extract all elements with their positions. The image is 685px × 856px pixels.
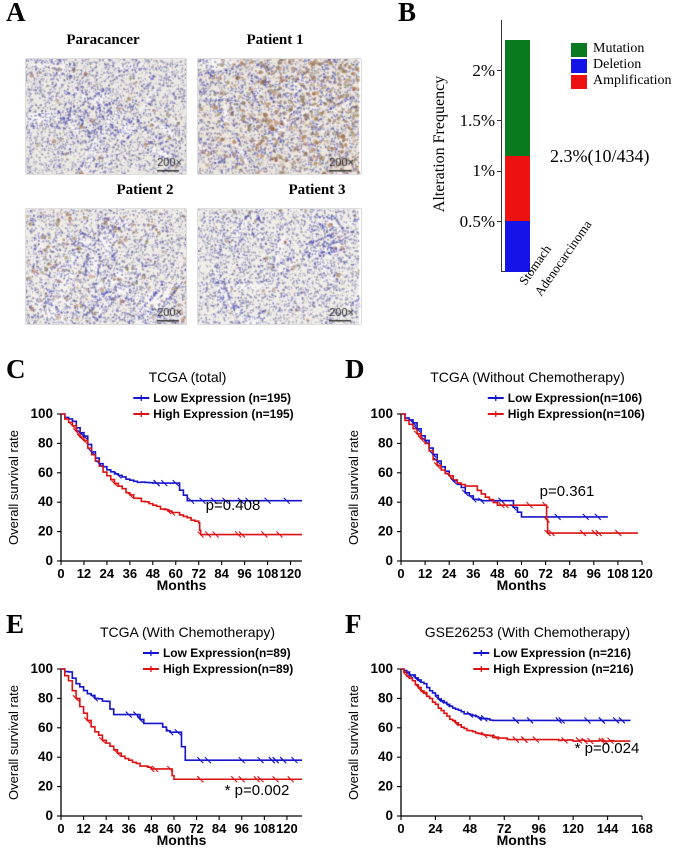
svg-text:TCGA (With Chemotherapy): TCGA (With Chemotherapy) xyxy=(100,624,275,640)
svg-text:12: 12 xyxy=(76,821,90,836)
svg-text:168: 168 xyxy=(631,821,653,836)
svg-text:108: 108 xyxy=(257,566,279,581)
svg-text:144: 144 xyxy=(597,821,619,836)
svg-text:0: 0 xyxy=(397,566,404,581)
svg-text:100: 100 xyxy=(370,661,393,676)
svg-text:Months: Months xyxy=(157,832,207,847)
svg-text:40: 40 xyxy=(38,494,53,509)
svg-text:24: 24 xyxy=(100,566,115,581)
svg-text:100: 100 xyxy=(30,406,53,421)
svg-text:36: 36 xyxy=(466,566,480,581)
svg-text:20: 20 xyxy=(38,524,53,539)
svg-text:20: 20 xyxy=(378,779,393,794)
svg-text:0: 0 xyxy=(385,553,393,568)
svg-text:Months: Months xyxy=(497,832,547,847)
svg-text:60: 60 xyxy=(378,465,393,480)
svg-text:120: 120 xyxy=(280,566,302,581)
svg-text:96: 96 xyxy=(237,566,251,581)
svg-text:84: 84 xyxy=(562,566,577,581)
svg-text:108: 108 xyxy=(607,566,629,581)
svg-text:80: 80 xyxy=(378,690,393,705)
svg-text:96: 96 xyxy=(235,821,249,836)
svg-text:60: 60 xyxy=(38,465,53,480)
svg-text:80: 80 xyxy=(378,435,393,450)
svg-text:20: 20 xyxy=(38,779,53,794)
svg-text:84: 84 xyxy=(214,566,229,581)
svg-text:40: 40 xyxy=(38,749,53,764)
svg-text:120: 120 xyxy=(276,821,298,836)
svg-text:60: 60 xyxy=(378,720,393,735)
svg-text:96: 96 xyxy=(587,566,601,581)
svg-text:High Expression (n=195): High Expression (n=195) xyxy=(153,407,293,421)
svg-text:High Expression(n=106): High Expression(n=106) xyxy=(508,407,645,421)
svg-text:100: 100 xyxy=(370,406,393,421)
svg-text:* p=0.002: * p=0.002 xyxy=(225,782,290,799)
svg-text:0: 0 xyxy=(45,553,53,568)
svg-text:12: 12 xyxy=(77,566,91,581)
svg-text:0: 0 xyxy=(397,821,404,836)
svg-text:Months: Months xyxy=(497,577,547,592)
svg-text:24: 24 xyxy=(442,566,457,581)
svg-text:Low Expression (n=195): Low Expression (n=195) xyxy=(153,391,291,405)
svg-text:Overall survival rate: Overall survival rate xyxy=(346,685,361,800)
svg-text:60: 60 xyxy=(38,720,53,735)
svg-text:Overall survival rate: Overall survival rate xyxy=(6,430,21,545)
svg-text:TCGA (total): TCGA (total) xyxy=(149,369,227,385)
svg-text:12: 12 xyxy=(418,566,432,581)
svg-text:24: 24 xyxy=(99,821,114,836)
svg-text:Months: Months xyxy=(157,577,207,592)
svg-text:p=0.408: p=0.408 xyxy=(206,497,261,514)
svg-text:Overall survival rate: Overall survival rate xyxy=(346,430,361,545)
svg-text:0: 0 xyxy=(45,808,53,823)
svg-text:24: 24 xyxy=(428,821,443,836)
svg-text:p=0.361: p=0.361 xyxy=(540,483,595,500)
svg-text:0: 0 xyxy=(385,808,393,823)
svg-text:84: 84 xyxy=(212,821,227,836)
svg-text:Low Expression(n=106): Low Expression(n=106) xyxy=(508,391,642,405)
svg-text:48: 48 xyxy=(463,821,477,836)
svg-text:0: 0 xyxy=(57,821,64,836)
svg-text:36: 36 xyxy=(123,566,137,581)
svg-text:Low Expression(n=89): Low Expression(n=89) xyxy=(163,646,291,660)
svg-text:100: 100 xyxy=(30,661,53,676)
svg-text:20: 20 xyxy=(378,524,393,539)
svg-text:36: 36 xyxy=(122,821,136,836)
svg-text:High Expression (n=216): High Expression (n=216) xyxy=(493,662,633,676)
svg-text:120: 120 xyxy=(631,566,653,581)
svg-text:Low Expression (n=216): Low Expression (n=216) xyxy=(493,646,631,660)
svg-text:40: 40 xyxy=(378,494,393,509)
svg-text:GSE26253 (With Chemotherapy): GSE26253 (With Chemotherapy) xyxy=(425,624,630,640)
svg-text:80: 80 xyxy=(38,435,53,450)
svg-text:108: 108 xyxy=(253,821,275,836)
svg-text:TCGA (Without Chemotherapy): TCGA (Without Chemotherapy) xyxy=(430,369,625,385)
svg-text:40: 40 xyxy=(378,749,393,764)
svg-text:High Expression(n=89): High Expression(n=89) xyxy=(163,662,293,676)
svg-text:80: 80 xyxy=(38,690,53,705)
svg-text:Overall survival rate: Overall survival rate xyxy=(6,685,21,800)
svg-text:* p=0.024: * p=0.024 xyxy=(575,740,640,757)
svg-text:120: 120 xyxy=(562,821,584,836)
svg-text:0: 0 xyxy=(57,566,64,581)
